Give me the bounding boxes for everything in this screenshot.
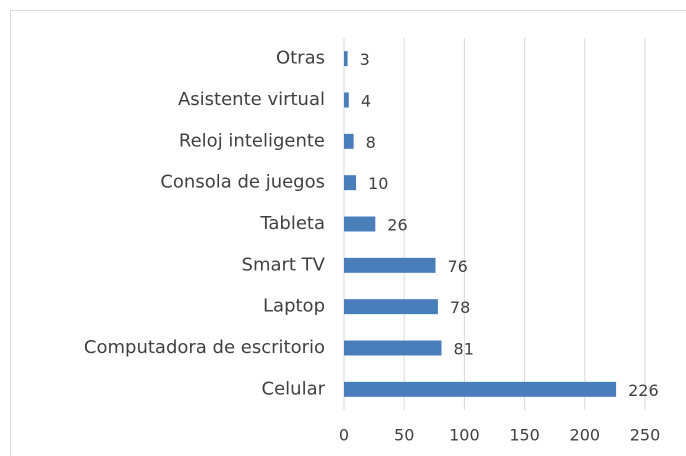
bar [344,340,442,356]
y-tick-label: Consola de juegos [160,172,325,193]
y-tick-label: Asistente virtual [178,89,325,110]
data-label: 26 [387,216,407,235]
x-tick-label: 100 [449,426,480,445]
y-tick-label: Tableta [259,213,325,234]
data-label: 76 [448,257,468,276]
x-tick-label: 200 [570,426,601,445]
y-tick-label: Laptop [263,296,325,317]
chart-frame [10,10,686,456]
x-tick-label: 250 [630,426,661,445]
data-label: 78 [450,298,470,317]
bar [344,175,357,191]
data-label: 226 [628,381,659,400]
bar [344,92,349,108]
y-tick-label: Smart TV [242,254,326,275]
bar [344,299,438,315]
bar [344,133,354,149]
y-tick-label: Reloj inteligente [179,130,325,151]
data-label: 10 [368,174,388,193]
data-label: 81 [454,340,474,359]
y-tick-label: Otras [276,48,325,69]
bar [344,51,348,67]
bar [344,381,617,397]
y-tick-label: Computadora de escritorio [84,337,325,358]
x-tick-label: 50 [394,426,414,445]
data-label: 3 [360,50,370,69]
bar [344,257,436,273]
y-tick-label: Celular [262,378,326,399]
x-tick-label: 150 [509,426,540,445]
bar [344,216,376,232]
data-label: 8 [366,133,376,152]
data-label: 4 [361,92,371,111]
x-tick-label: 0 [339,426,349,445]
